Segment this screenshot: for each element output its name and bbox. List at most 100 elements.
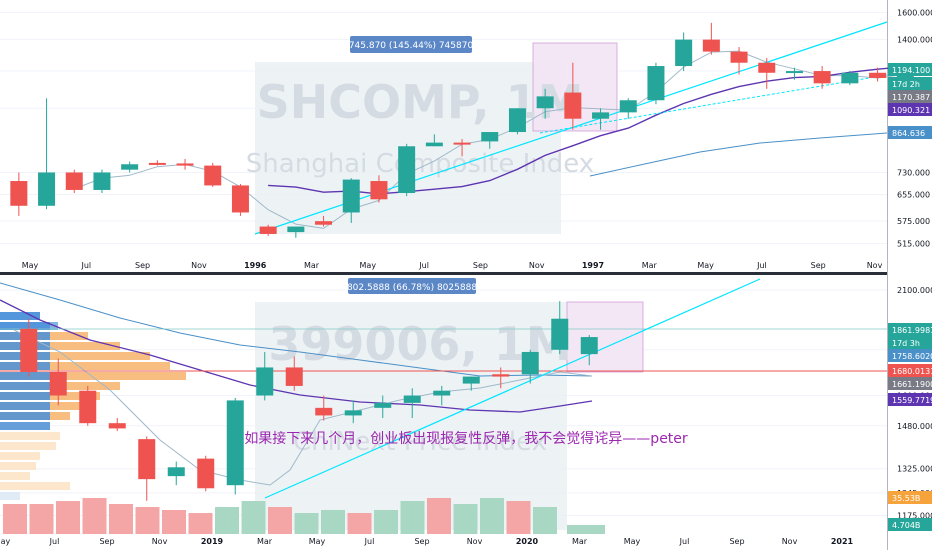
volume-profile-bar [0,452,40,460]
price-badge-bg [888,126,932,139]
candle-body [138,439,156,480]
candle-body [433,390,451,396]
x-tick-label: 1996 [244,261,267,270]
volume-profile-bar [0,412,50,420]
candle-body [49,371,67,396]
price-badge: 17d 2h [892,80,920,89]
candle-body [675,39,693,67]
volume-bar [241,501,266,534]
x-tick-label: Sep [414,537,429,546]
candle-body [564,92,582,119]
x-tick-label: Sep [729,537,744,546]
candle-body [197,458,215,489]
candle-body [619,100,637,113]
ma-blue-line [589,132,888,177]
volume-profile-bar [0,322,50,330]
volume-bar [506,501,531,534]
x-tick-label: 1997 [582,261,604,270]
x-tick-label: Sep [473,261,488,270]
measure-box [255,302,567,530]
price-badge-bg [888,323,932,336]
candle-body [647,66,665,101]
candle-body [370,181,388,200]
price-badge-bg [888,77,932,90]
volume-profile-bar [0,342,120,350]
price-badge-bg [888,103,932,116]
price-badge-bg [888,491,932,504]
price-badge: 1861.9981 [892,326,932,335]
x-tick-label: Nov [152,537,168,546]
watermark-title: 399006, 1M [268,317,571,371]
volume-profile-bar [0,362,170,370]
watermark-title: SHCOMP, 1M [257,75,584,129]
volume-bar [109,504,133,534]
x-tick-label: Sep [811,261,826,270]
measure-label: 745.870 (145.44%) 745870 [349,41,474,51]
x-tick-label: Nov [529,261,545,270]
candle-body [453,142,471,145]
volume-bar [374,510,398,534]
candle-body [785,71,803,74]
candle-body [259,226,277,234]
x-tick-label: Sep [135,261,150,270]
x-tick-label: May [309,537,326,546]
price-badge-bg [888,336,932,349]
y-tick-label: 1400.000 [897,36,932,45]
candle-body [315,221,333,225]
volume-bar [3,504,27,534]
candle-body [20,328,38,372]
x-tick-label: 2020 [516,537,539,546]
price-badge: 17d 3h [892,339,920,348]
volume-bar [347,513,372,534]
candle-body [315,407,333,416]
candle-body [403,395,421,403]
price-badge: 1559.7719 [892,396,932,405]
price-badge: 1090.321 [892,106,930,115]
watermark-subtitle: Shanghai Composite Index [246,149,594,179]
price-badge-bg [888,90,932,103]
candle-body [592,112,610,119]
candle-body [702,39,720,52]
ma-long-line [0,299,593,413]
candle-body [521,351,539,375]
price-badge: 35.53B [892,494,920,503]
volume-bar [82,498,107,534]
candle-body [841,72,859,84]
candle-body [481,132,499,142]
x-tick-label: May [22,261,39,270]
panel-divider [0,272,888,275]
y-tick-label: 730.000 [897,168,930,177]
candle-body [287,226,305,233]
candle-body [79,390,97,424]
volume-bar [321,510,345,534]
candle-body [869,72,887,78]
candle-body [342,179,360,213]
candle-body [256,367,274,396]
candle-body [758,62,776,73]
y-tick-label: 2100.000 [897,286,932,295]
volume-bar [400,501,425,534]
volume-profile-bar [0,312,40,320]
volume-profile-bar [0,442,56,450]
candle-body [813,71,831,84]
volume-bar [268,507,292,534]
volume-bar [162,510,186,534]
candle-body [121,164,139,170]
price-badge-bg [888,377,932,390]
candle-body [226,400,244,486]
candle-body [148,162,166,165]
x-tick-label: Nov [191,261,207,270]
y-tick-label: 1325.000 [897,465,932,474]
candle-body [93,172,111,190]
x-tick-label: May [624,537,641,546]
volume-profile-bar [0,432,60,440]
volume-bar [294,513,319,534]
x-tick-label: Mar [572,537,588,546]
x-tick-label: Mar [257,537,273,546]
candle-body [730,51,748,63]
volume-bar [29,504,54,534]
volume-bar [56,501,80,534]
volume-profile-bar [0,352,150,360]
x-tick-label: 2021 [831,537,854,546]
